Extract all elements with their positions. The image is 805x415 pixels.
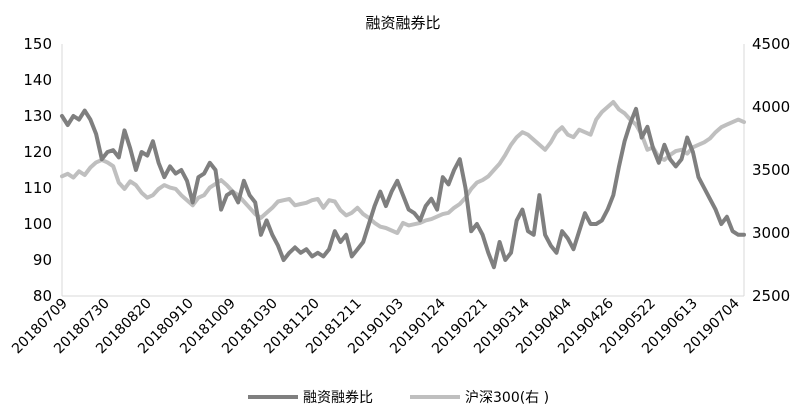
left-y-tick-label: 140 (23, 71, 52, 89)
left-y-tick-labels: 80 90 100 110 120 130 140 150 (23, 35, 52, 305)
legend: 融资融券比 沪深300(右 ) (248, 390, 549, 406)
chart-title: 融资融券比 (365, 14, 440, 32)
left-y-tick-label: 80 (33, 287, 52, 305)
left-y-tick-label: 130 (23, 107, 52, 125)
right-y-tick-label: 4500 (752, 35, 790, 53)
x-tick-labels: 2018070920180730201808202018091020181009… (9, 295, 743, 357)
left-y-tick-label: 150 (23, 35, 52, 53)
right-y-tick-label: 3500 (752, 161, 790, 179)
legend-label-csi300: 沪深300(右 ) (465, 390, 549, 406)
series-line-csi300 (60, 100, 746, 235)
left-y-tick-label: 90 (33, 251, 52, 269)
left-y-tick-label: 120 (23, 143, 52, 161)
right-y-tick-labels: 2500 3000 3500 4000 4500 (752, 35, 790, 305)
right-y-tick-label: 4000 (752, 98, 790, 116)
left-y-tick-label: 100 (23, 215, 52, 233)
series-layer (60, 100, 746, 270)
legend-label-margin-ratio: 融资融券比 (303, 390, 373, 406)
right-y-tick-label: 3000 (752, 224, 790, 242)
right-y-tick-label: 2500 (752, 287, 790, 305)
left-y-tick-label: 110 (23, 179, 52, 197)
series-line-margin-ratio (60, 106, 746, 270)
